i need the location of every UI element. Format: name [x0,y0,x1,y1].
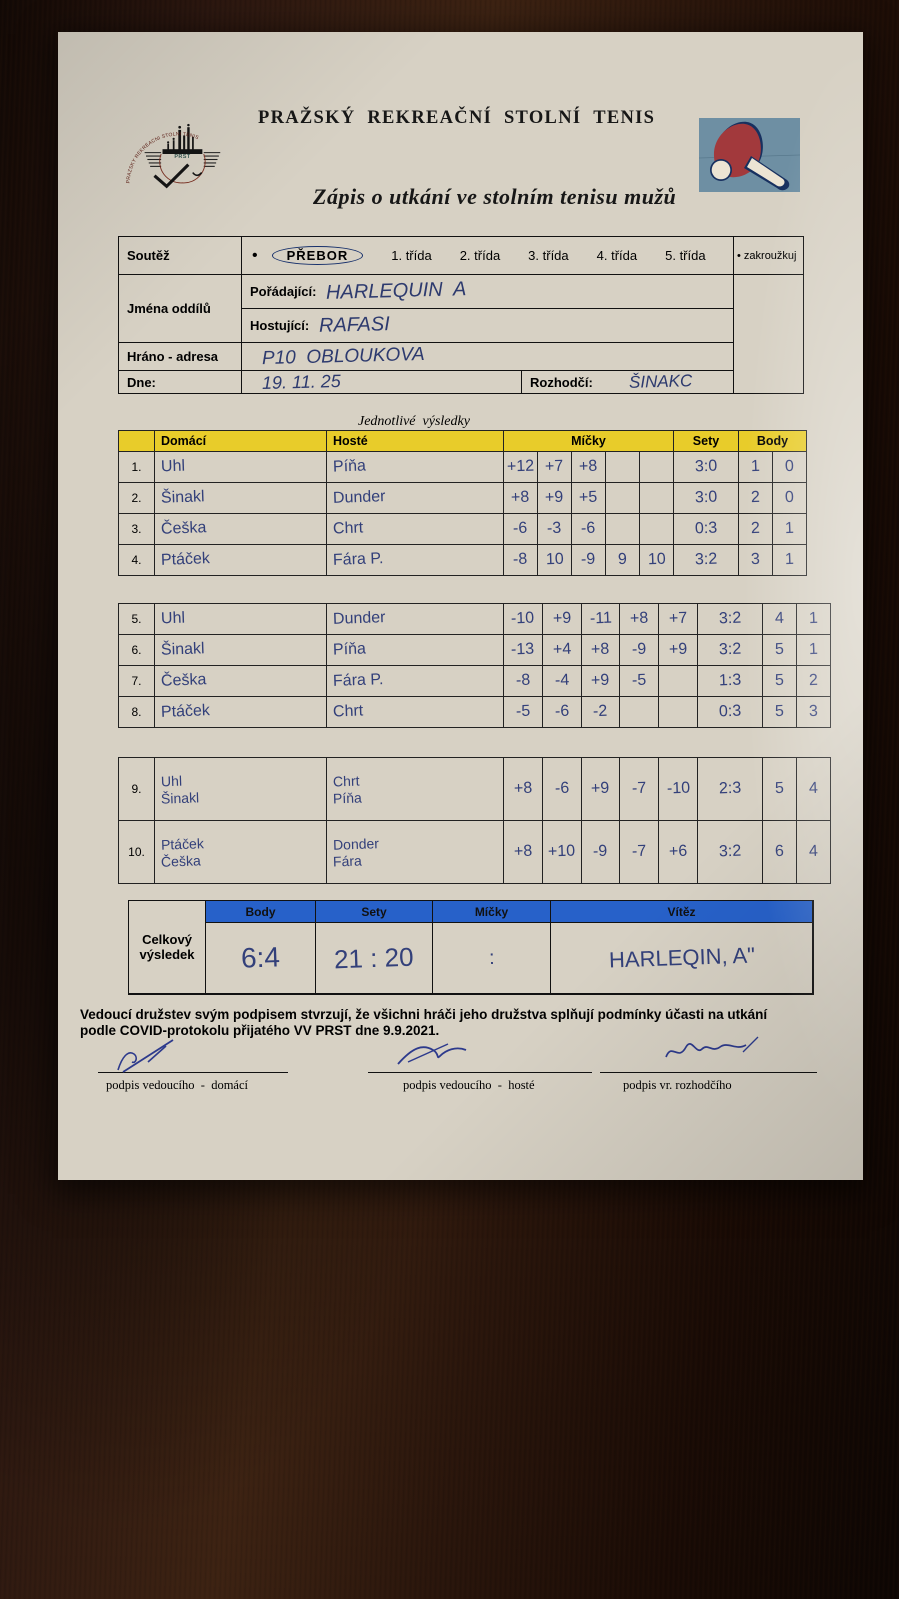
svg-text:PRST: PRST [174,154,190,160]
